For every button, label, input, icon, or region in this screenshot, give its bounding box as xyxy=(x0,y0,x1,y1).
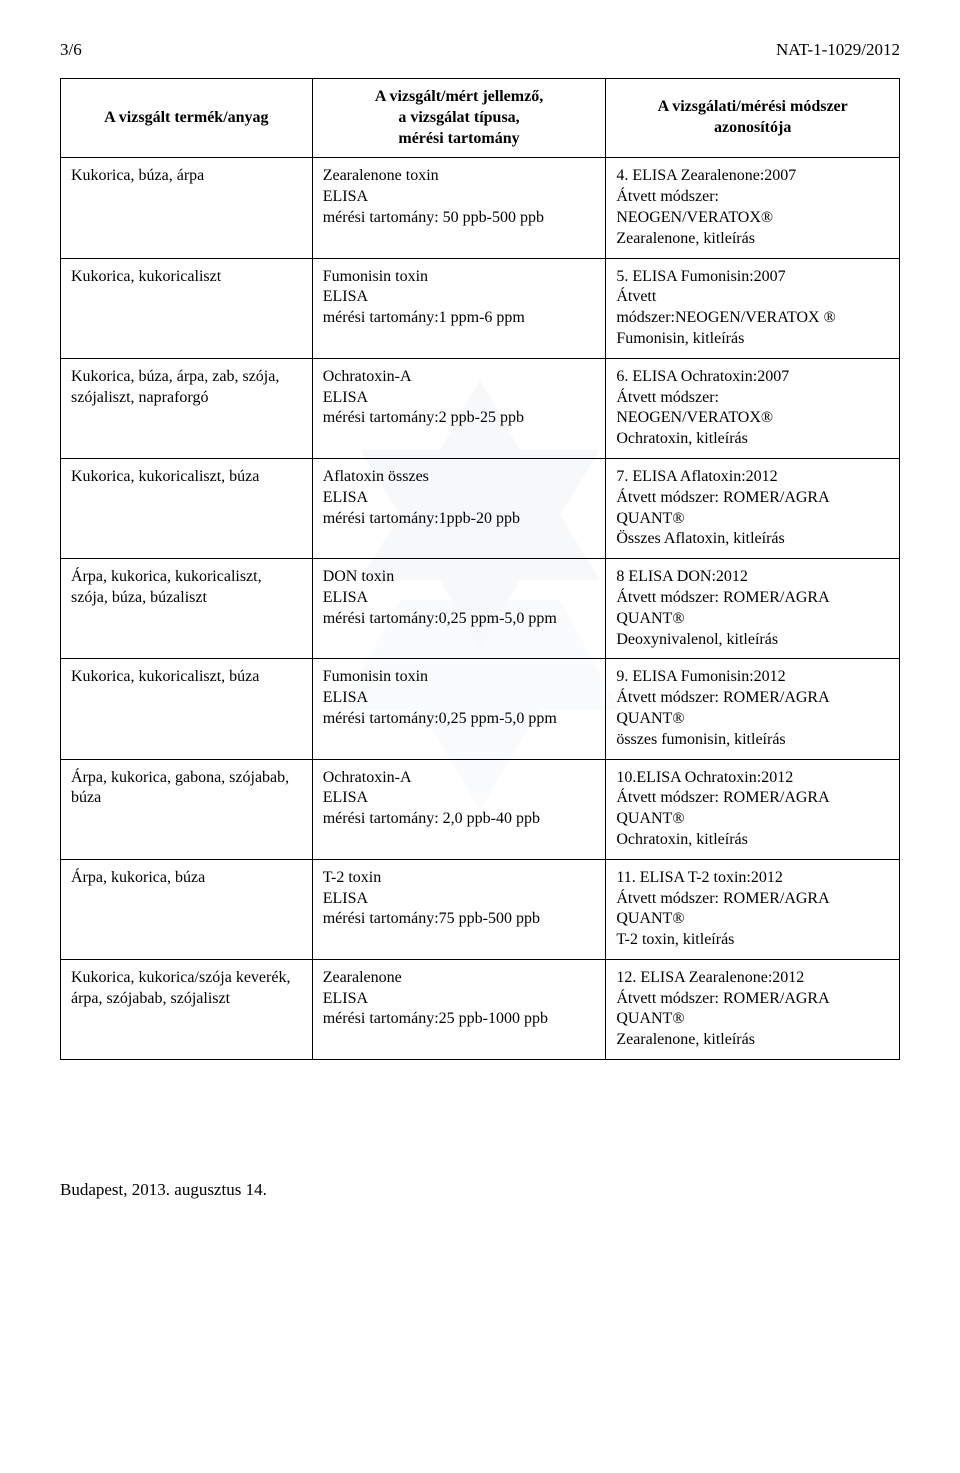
col-header-id-l2: azonosítója xyxy=(714,119,791,136)
cell-id: 11. ELISA T-2 toxin:2012Átvett módszer: … xyxy=(606,859,900,959)
cell-product: Kukorica, búza, árpa xyxy=(61,158,313,258)
cell-id: 12. ELISA Zearalenone:2012Átvett módszer… xyxy=(606,959,900,1059)
cell-id: 7. ELISA Aflatoxin:2012Átvett módszer: R… xyxy=(606,458,900,558)
cell-id: 9. ELISA Fumonisin:2012Átvett módszer: R… xyxy=(606,659,900,759)
col-header-id-l1: A vizsgálati/mérési módszer xyxy=(658,98,848,115)
footer-date: Budapest, 2013. augusztus 14. xyxy=(60,1180,900,1200)
table-row: Árpa, kukorica, gabona, szójabab, búzaOc… xyxy=(61,759,900,859)
cell-product: Kukorica, kukoricaliszt xyxy=(61,258,313,358)
col-header-method-l3: mérési tartomány xyxy=(398,130,519,147)
cell-id: 5. ELISA Fumonisin:2007Átvettmódszer:NEO… xyxy=(606,258,900,358)
cell-product: Árpa, kukorica, gabona, szójabab, búza xyxy=(61,759,313,859)
cell-method: ZearalenoneELISAmérési tartomány:25 ppb-… xyxy=(312,959,606,1059)
data-table: A vizsgált termék/anyag A vizsgált/mért … xyxy=(60,78,900,1060)
table-row: Kukorica, kukoricaliszt, búzaAflatoxin ö… xyxy=(61,458,900,558)
cell-product: Árpa, kukorica, búza xyxy=(61,859,313,959)
cell-id: 10.ELISA Ochratoxin:2012Átvett módszer: … xyxy=(606,759,900,859)
cell-method: Ochratoxin-AELISAmérési tartomány:2 ppb-… xyxy=(312,358,606,458)
cell-product: Árpa, kukorica, kukoricaliszt, szója, bú… xyxy=(61,559,313,659)
cell-product: Kukorica, kukoricaliszt, búza xyxy=(61,659,313,759)
cell-product: Kukorica, kukoricaliszt, búza xyxy=(61,458,313,558)
cell-product: Kukorica, búza, árpa, zab, szója, szójal… xyxy=(61,358,313,458)
cell-id: 6. ELISA Ochratoxin:2007Átvett módszer:N… xyxy=(606,358,900,458)
cell-id: 4. ELISA Zearalenone:2007Átvett módszer:… xyxy=(606,158,900,258)
table-header-row: A vizsgált termék/anyag A vizsgált/mért … xyxy=(61,79,900,158)
table-row: Árpa, kukorica, búzaT-2 toxinELISAmérési… xyxy=(61,859,900,959)
cell-method: Fumonisin toxinELISAmérési tartomány:0,2… xyxy=(312,659,606,759)
table-row: Árpa, kukorica, kukoricaliszt, szója, bú… xyxy=(61,559,900,659)
table-row: Kukorica, búza, árpa, zab, szója, szójal… xyxy=(61,358,900,458)
cell-product: Kukorica, kukorica/szója keverék, árpa, … xyxy=(61,959,313,1059)
cell-method: Fumonisin toxinELISAmérési tartomány:1 p… xyxy=(312,258,606,358)
page-header: 3/6 NAT-1-1029/2012 xyxy=(60,40,900,60)
page-number: 3/6 xyxy=(60,40,82,60)
table-row: Kukorica, búza, árpaZearalenone toxinELI… xyxy=(61,158,900,258)
col-header-id: A vizsgálati/mérési módszer azonosítója xyxy=(606,79,900,158)
col-header-method-l1: A vizsgált/mért jellemző, xyxy=(375,88,543,105)
cell-method: T-2 toxinELISAmérési tartomány:75 ppb-50… xyxy=(312,859,606,959)
cell-method: Ochratoxin-AELISAmérési tartomány: 2,0 p… xyxy=(312,759,606,859)
document-id: NAT-1-1029/2012 xyxy=(776,40,900,60)
table-row: Kukorica, kukoricalisztFumonisin toxinEL… xyxy=(61,258,900,358)
cell-method: Zearalenone toxinELISAmérési tartomány: … xyxy=(312,158,606,258)
table-row: Kukorica, kukoricaliszt, búzaFumonisin t… xyxy=(61,659,900,759)
cell-method: Aflatoxin összesELISAmérési tartomány:1p… xyxy=(312,458,606,558)
cell-id: 8 ELISA DON:2012Átvett módszer: ROMER/AG… xyxy=(606,559,900,659)
col-header-method-l2: a vizsgálat típusa, xyxy=(398,109,519,126)
col-header-method: A vizsgált/mért jellemző, a vizsgálat tí… xyxy=(312,79,606,158)
col-header-product: A vizsgált termék/anyag xyxy=(61,79,313,158)
table-row: Kukorica, kukorica/szója keverék, árpa, … xyxy=(61,959,900,1059)
cell-method: DON toxinELISAmérési tartomány:0,25 ppm-… xyxy=(312,559,606,659)
